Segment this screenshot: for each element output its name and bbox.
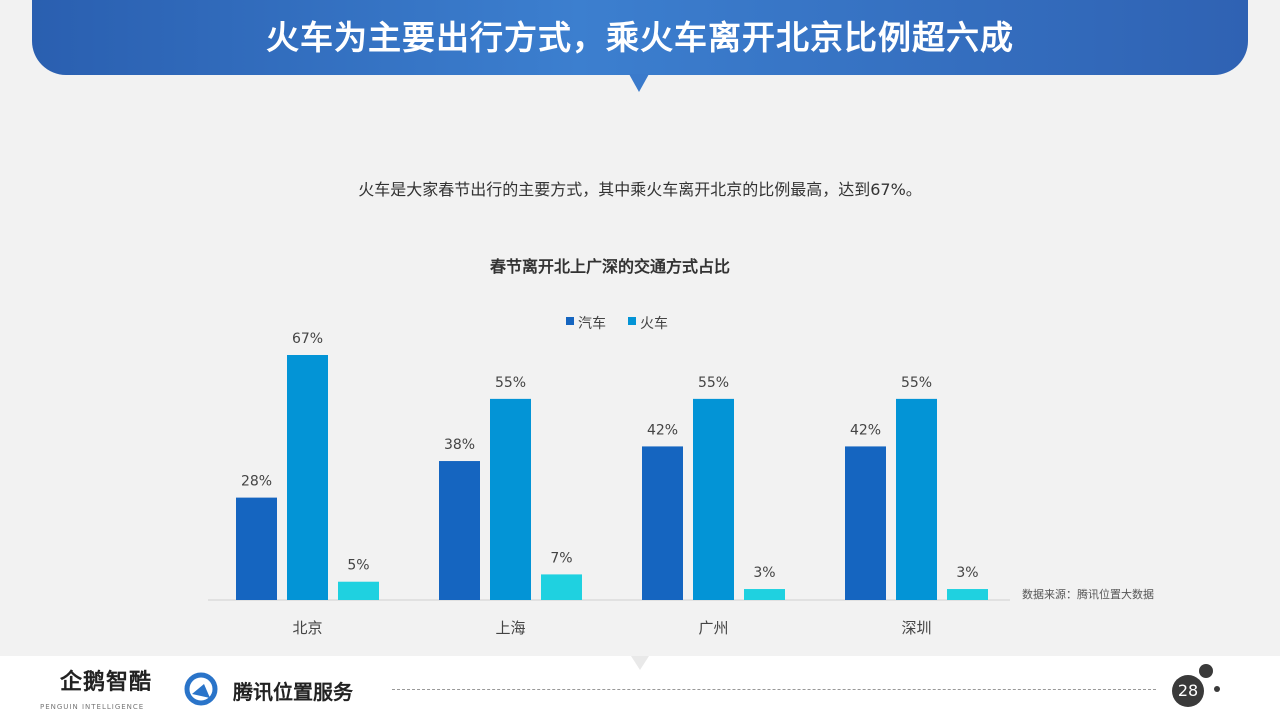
bar [287,355,328,600]
data-label: 7% [550,550,572,566]
data-label: 38% [444,437,475,453]
legend-label: 火车 [640,315,668,332]
bar [439,461,480,600]
bar [338,581,379,600]
data-label: 55% [901,375,932,391]
tencent-location-icon [184,672,218,706]
footer-pointer [631,656,649,670]
data-label: 67% [292,331,323,347]
data-label: 55% [495,375,526,391]
page-number: 28 [1172,675,1204,707]
penguin-intelligence-logo-sub: PENGUIN INTELLIGENCE [40,703,145,711]
category-label: 上海 [495,619,525,637]
tencent-location-logo: 腾讯位置服务 [233,680,353,704]
data-label: 3% [753,565,775,581]
data-label: 3% [956,565,978,581]
page-dot-small [1214,686,1220,692]
legend-swatch [566,317,574,325]
data-label: 28% [241,474,272,490]
data-label: 5% [347,558,369,574]
bar [642,446,683,600]
bar [541,574,582,600]
category-label: 北京 [292,619,322,637]
banner-pointer [629,74,649,92]
page-title: 火车为主要出行方式，乘火车离开北京比例超六成 [266,18,1014,57]
bar [693,398,734,600]
category-label: 广州 [698,619,728,637]
bar [896,398,937,600]
bar [947,589,988,600]
chart-title: 春节离开北上广深的交通方式占比 [489,257,730,276]
data-label: 42% [850,422,881,438]
data-label: 55% [698,375,729,391]
bar [490,398,531,600]
bar [845,446,886,600]
penguin-intelligence-logo: 企鹅智酷 [60,670,153,695]
title-banner: 火车为主要出行方式，乘火车离开北京比例超六成 [32,0,1248,75]
legend-swatch [628,317,636,325]
bar [236,497,277,600]
footer-divider [392,689,1156,690]
category-label: 深圳 [901,619,931,637]
page-dot-large [1199,664,1213,678]
legend-label: 汽车 [578,315,606,332]
source-note: 数据来源：腾讯位置大数据 [1022,587,1154,601]
data-label: 42% [647,422,678,438]
subtitle-text: 火车是大家春节出行的主要方式，其中乘火车离开北京的比例最高，达到67%。 [358,180,922,199]
bar [744,589,785,600]
